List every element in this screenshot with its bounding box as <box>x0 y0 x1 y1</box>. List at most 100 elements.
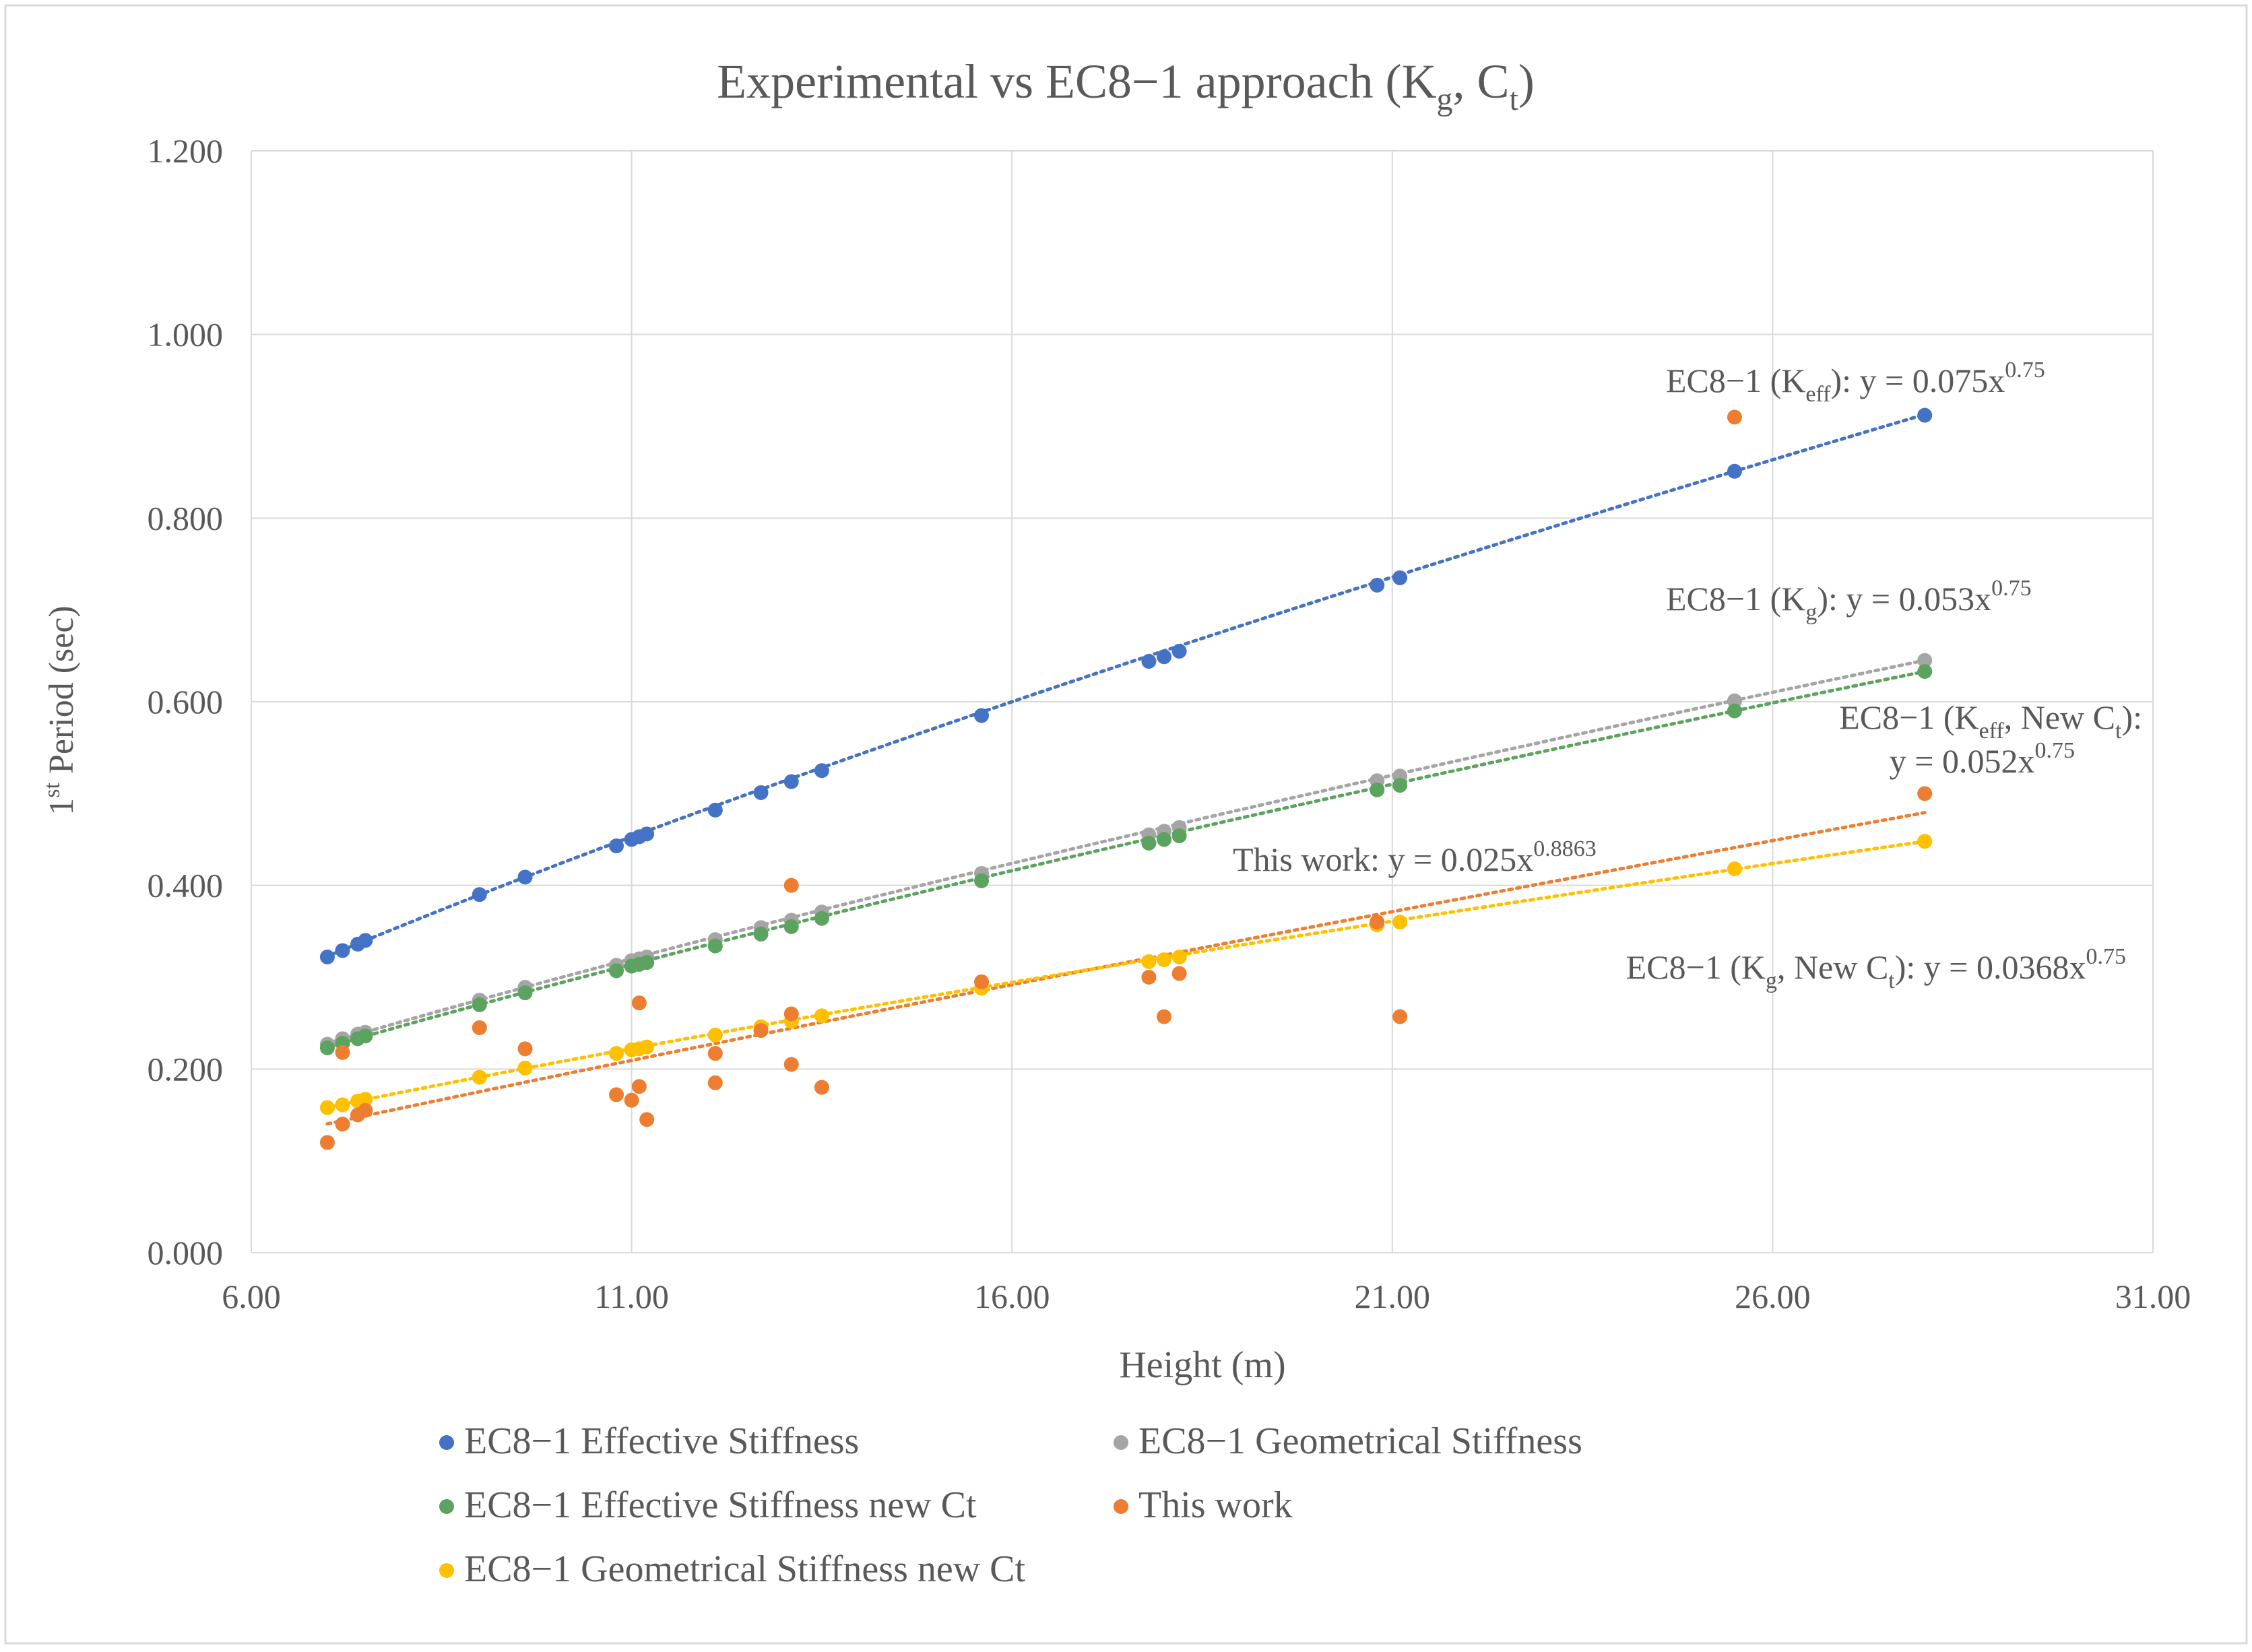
data-points <box>319 407 1933 1150</box>
data-point <box>1917 786 1933 801</box>
trend-equations: EC8−1 (Keff): y = 0.075x0.75 EC8−1 (Kg): … <box>1233 358 2142 993</box>
data-point <box>1392 1009 1408 1024</box>
data-point <box>1157 952 1172 968</box>
data-point <box>517 869 533 885</box>
trend-equation: EC8−1 (Keff): y = 0.075x0.75 <box>1666 358 2045 407</box>
data-point <box>639 826 655 842</box>
data-point <box>1392 778 1408 793</box>
legend-marker <box>1114 1499 1128 1514</box>
x-tick-label: 6.00 <box>222 1278 281 1315</box>
data-point <box>631 995 647 1011</box>
y-tick-label: 0.400 <box>148 867 224 904</box>
data-point <box>783 878 799 893</box>
data-point <box>783 919 799 935</box>
data-point <box>753 926 769 941</box>
data-point <box>1141 835 1157 851</box>
data-point <box>1370 915 1385 930</box>
data-point <box>1727 409 1742 425</box>
legend-label: EC8−1 Effective Stiffness new Ct <box>464 1484 977 1526</box>
y-tick-label: 0.200 <box>148 1050 224 1088</box>
data-point <box>1917 407 1933 423</box>
data-point <box>1157 649 1172 665</box>
data-point <box>472 1020 487 1035</box>
data-point <box>783 1006 799 1022</box>
legend: EC8−1 Effective Stiffness EC8−1 Geometric… <box>439 1420 1582 1590</box>
y-tick-label: 0.000 <box>148 1234 224 1271</box>
data-point <box>472 1069 487 1085</box>
data-point <box>358 1092 373 1107</box>
data-point <box>707 1075 723 1090</box>
data-point <box>631 1079 647 1094</box>
trend-equation: EC8−1 (Kg, New Ct): y = 0.0368x0.75 <box>1626 944 2126 993</box>
trendline <box>325 839 1927 1109</box>
data-point <box>1141 654 1157 669</box>
x-tick-label: 26.00 <box>1735 1278 1811 1315</box>
data-point <box>783 1057 799 1072</box>
data-point <box>1917 834 1933 849</box>
data-point <box>707 802 723 818</box>
data-point <box>319 1040 335 1055</box>
data-point <box>1917 653 1933 668</box>
data-point <box>1171 950 1187 965</box>
data-point <box>335 1045 350 1060</box>
data-point <box>814 1008 829 1024</box>
y-axis-label: 1st Period (sec) <box>40 605 81 815</box>
data-point <box>1370 577 1385 593</box>
gridlines <box>251 150 2154 1253</box>
data-point <box>783 774 799 789</box>
data-point <box>319 1100 335 1115</box>
trendline <box>325 659 1927 1045</box>
data-point <box>1171 966 1187 981</box>
data-point <box>517 1041 533 1057</box>
data-point <box>814 763 829 779</box>
trendline <box>325 669 1927 1049</box>
legend-marker <box>439 1435 454 1450</box>
data-point <box>335 1097 350 1113</box>
data-point <box>707 1027 723 1043</box>
x-axis-label: Height (m) <box>1119 1344 1285 1386</box>
data-point <box>1370 782 1385 797</box>
data-point <box>974 974 990 989</box>
data-point <box>1141 954 1157 969</box>
data-point <box>624 1092 639 1108</box>
legend-marker <box>439 1499 454 1514</box>
data-point <box>609 1046 624 1061</box>
legend-label: EC8−1 Geometrical Stiffness new Ct <box>464 1548 1026 1590</box>
y-tick-label: 0.800 <box>148 499 224 537</box>
data-point <box>358 1028 373 1044</box>
y-tick-label: 1.000 <box>148 316 224 354</box>
data-point <box>753 1023 769 1038</box>
legend-label: This work <box>1138 1484 1293 1526</box>
trendline <box>325 412 1927 958</box>
data-point <box>1917 664 1933 680</box>
data-point <box>319 1135 335 1150</box>
data-point <box>814 1080 829 1095</box>
data-point <box>974 708 990 723</box>
data-point <box>358 1102 373 1118</box>
data-point <box>1392 915 1408 930</box>
data-point <box>1157 1009 1172 1024</box>
data-point <box>707 1046 723 1061</box>
chart-title: Experimental vs EC8−1 approach (Kg, Ct) <box>717 55 1535 117</box>
x-tick-label: 11.00 <box>594 1278 669 1315</box>
data-point <box>609 838 624 854</box>
data-point <box>974 873 990 888</box>
data-point <box>639 1112 655 1127</box>
trend-equation: This work: y = 0.025x0.8863 <box>1233 836 1597 878</box>
data-point <box>707 938 723 954</box>
data-point <box>1727 703 1742 719</box>
data-point <box>335 943 350 958</box>
data-point <box>319 950 335 965</box>
data-point <box>472 997 487 1012</box>
data-point <box>1392 570 1408 585</box>
data-point <box>335 1117 350 1132</box>
data-point <box>358 933 373 948</box>
data-point <box>517 985 533 1001</box>
data-point <box>609 1087 624 1102</box>
legend-marker <box>1114 1435 1128 1450</box>
y-tick-label: 0.600 <box>148 683 224 721</box>
data-point <box>1171 644 1187 659</box>
data-point <box>1171 828 1187 844</box>
